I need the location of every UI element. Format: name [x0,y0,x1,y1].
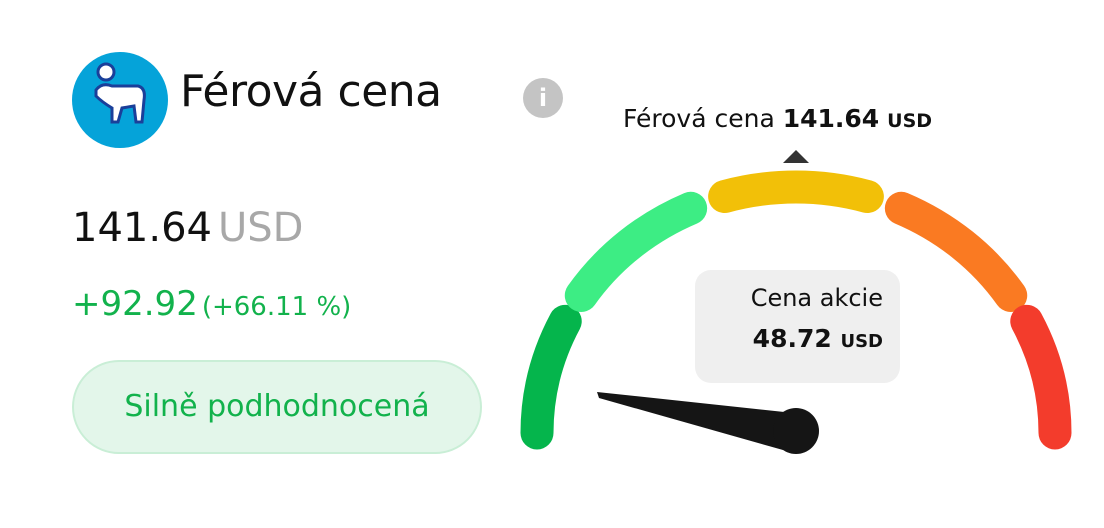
stock-value: 48.72 [752,324,832,353]
stock-currency: USD [840,331,883,352]
price-value: 141.64 [72,205,212,251]
gauge-segment-overvalued [884,191,1028,312]
stock-price-label: Cena akcie [750,284,883,312]
fair-value-marker-icon [783,150,809,163]
gauge-segment-undervalued [564,191,708,312]
company-logo [72,52,168,148]
change-pct: (+66.11 %) [201,292,352,322]
gauge-segment-strongly-undervalued [520,304,582,450]
gauge-needle-hub [773,408,819,454]
fair-value-label: Férová cena 141.64 USD [623,104,932,133]
change-abs: +92.92 [72,284,198,324]
valuation-badge: Silně podhodnocená [72,360,482,454]
bull-logo-icon [94,62,146,124]
fair-price: 141.64 USD [72,205,303,251]
fair-currency: USD [887,110,933,132]
stock-price-tooltip: Cena akcie 48.72 USD [695,270,900,383]
price-currency: USD [217,205,304,251]
fair-value: 141.64 [782,104,880,133]
gauge-segment-strongly-overvalued [1010,304,1072,450]
price-change: +92.92 (+66.11 %) [72,284,351,324]
gauge-segment-fair [708,170,884,214]
info-icon[interactable]: i [523,78,563,118]
fair-label-text: Férová cena [623,104,775,133]
stock-price-value: 48.72 USD [695,324,883,353]
page-title: Férová cena [180,66,442,117]
gauge-needle [597,392,803,450]
